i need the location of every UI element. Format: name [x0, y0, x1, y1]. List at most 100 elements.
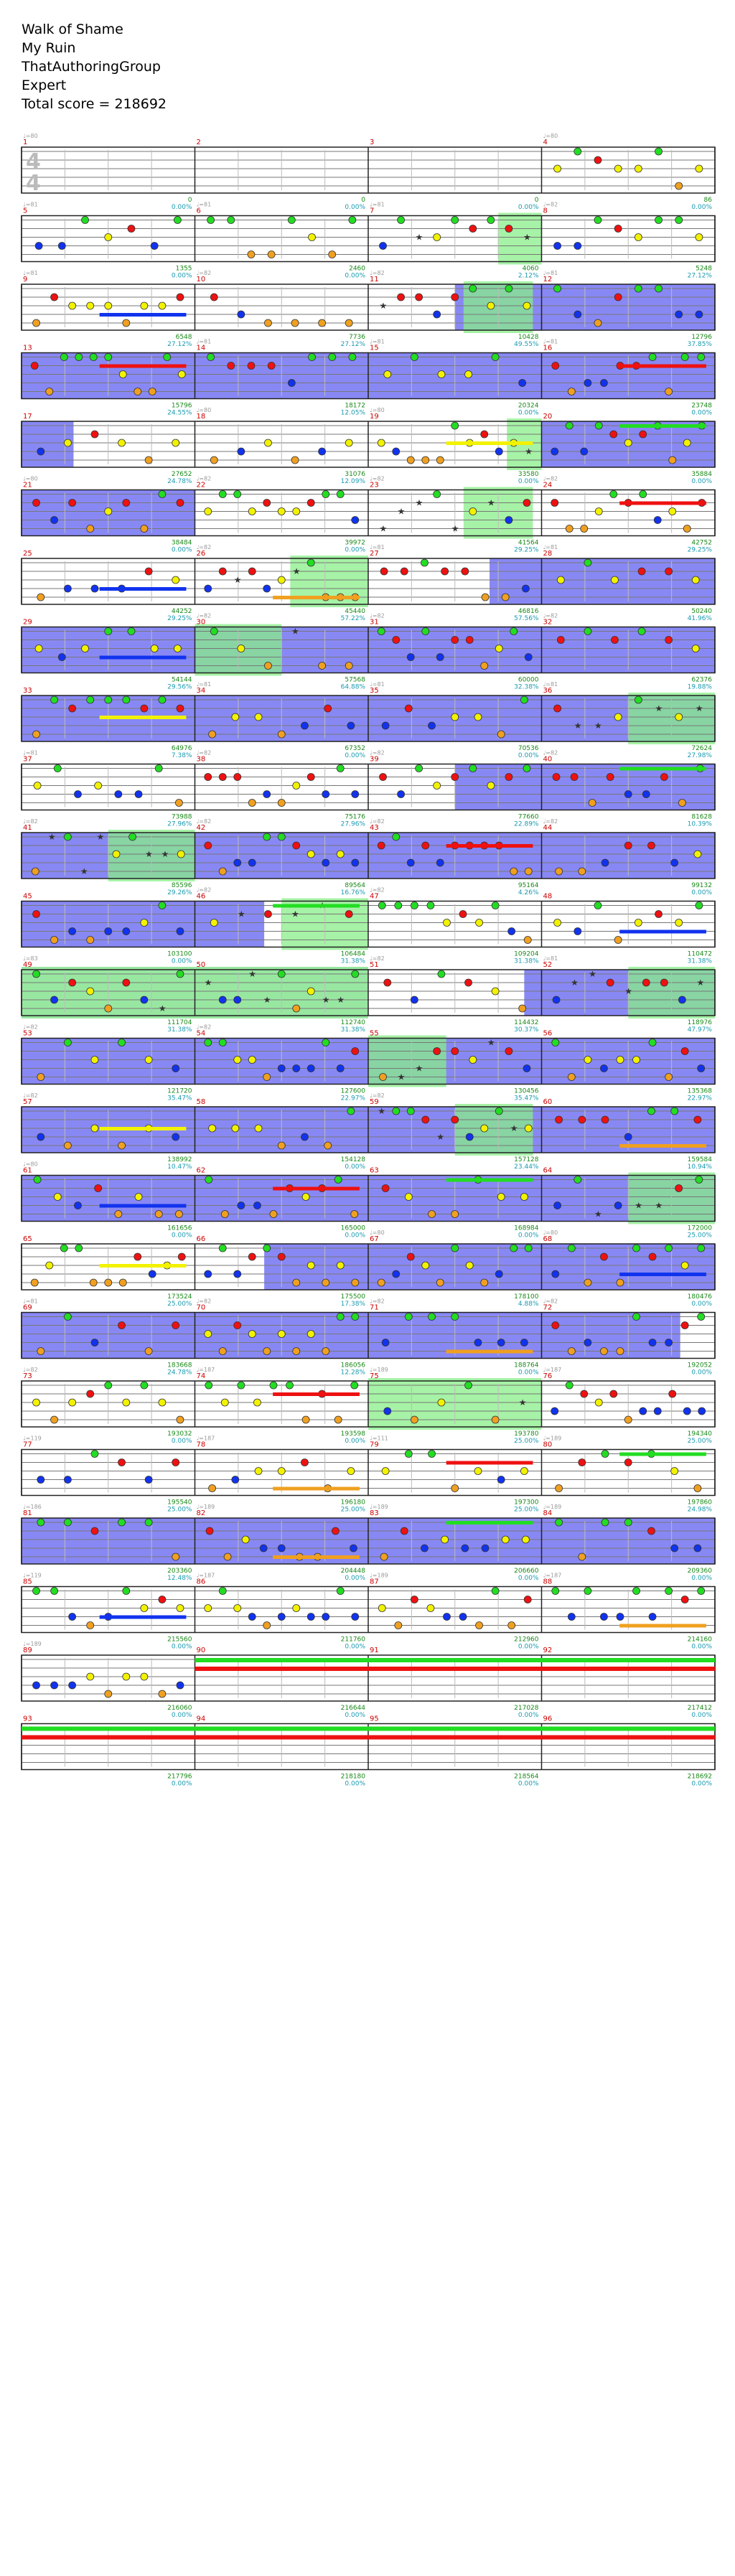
note-yellow	[241, 1535, 250, 1544]
note-orange	[63, 1141, 72, 1150]
note-yellow	[383, 370, 392, 378]
note-orange	[210, 456, 218, 464]
note-blue	[648, 1339, 657, 1346]
measure-score: 175500	[341, 1293, 366, 1301]
note-blue	[614, 1202, 622, 1209]
note-red	[122, 499, 131, 507]
note-green	[263, 1244, 271, 1252]
note-red	[680, 1047, 689, 1055]
note-blue	[624, 1133, 632, 1141]
measure-percent: 0.00%	[345, 1438, 365, 1445]
measure-score: 15796	[172, 403, 192, 410]
staff-row: 295414429.56%30♩=825756864.88%★31♩=82600…	[21, 613, 716, 691]
note-orange	[584, 1278, 592, 1287]
note-red	[660, 978, 668, 987]
note-green	[491, 901, 500, 909]
note-green	[697, 1244, 706, 1252]
note-blue	[551, 447, 559, 456]
measure-percent: 0.00%	[518, 1575, 539, 1582]
note-blue	[383, 1407, 392, 1415]
measure-percent: 7.38%	[172, 752, 192, 759]
measure-score: 23748	[691, 403, 712, 410]
note-blue	[237, 447, 245, 456]
note-red	[218, 773, 227, 781]
measure-number: 44	[543, 824, 553, 832]
note-yellow	[204, 507, 212, 515]
note-orange	[144, 1347, 153, 1355]
note-orange	[451, 1484, 459, 1492]
note-yellow	[122, 1398, 131, 1407]
measure-percent: 41.96%	[688, 615, 713, 622]
note-red	[665, 567, 673, 576]
star-note: ★	[322, 995, 330, 1005]
note-orange	[263, 1347, 271, 1355]
measure-number: 14	[197, 345, 206, 352]
measure-number: 10	[197, 276, 206, 284]
measure-score: 1355	[176, 266, 192, 273]
tempo-marker: ♩=119	[23, 1573, 42, 1579]
note-blue	[237, 1202, 245, 1209]
note-blue	[263, 790, 271, 798]
note-green	[392, 833, 401, 841]
measure-number: 24	[543, 482, 553, 490]
measure-score: 127600	[341, 1088, 366, 1095]
star-note: ★	[574, 721, 582, 731]
measure-score: 180476	[688, 1293, 713, 1301]
note-green	[624, 1518, 632, 1527]
note-blue	[50, 516, 58, 524]
measure-percent: 10.94%	[688, 1163, 713, 1171]
note-yellow	[378, 1604, 386, 1612]
measure-percent: 27.96%	[341, 821, 366, 828]
note-orange	[291, 456, 299, 464]
note-yellow	[122, 1672, 131, 1681]
note-green	[637, 627, 646, 635]
star-note: ★	[655, 1201, 663, 1211]
note-orange	[322, 1347, 330, 1355]
note-red	[555, 1115, 563, 1124]
note-orange	[345, 319, 353, 327]
note-green	[491, 353, 500, 361]
measure-score: 216060	[167, 1705, 192, 1712]
note-blue	[57, 653, 66, 661]
note-red	[523, 1596, 532, 1603]
measure-score: 44252	[172, 608, 192, 615]
measure-number: 86	[197, 1578, 206, 1586]
sustain-green	[446, 1521, 533, 1524]
note-red	[90, 430, 99, 439]
note-green	[392, 1107, 401, 1115]
note-yellow	[691, 645, 700, 652]
measure-score: 204448	[341, 1568, 366, 1575]
note-green	[140, 1381, 149, 1390]
measure-percent: 47.97%	[688, 1026, 713, 1034]
note-orange	[380, 1552, 388, 1561]
measure-score: 114432	[514, 1019, 538, 1026]
note-blue	[287, 379, 296, 387]
measure-score: 206660	[514, 1568, 539, 1575]
note-red	[158, 1596, 167, 1603]
note-orange	[318, 319, 327, 327]
measure-score: 42752	[691, 540, 712, 547]
note-green	[63, 1313, 72, 1321]
note-blue	[421, 1544, 429, 1552]
measure-percent: 0.00%	[518, 478, 539, 485]
note-blue	[231, 1476, 240, 1484]
note-orange	[588, 799, 596, 807]
note-red	[400, 1527, 408, 1535]
note-yellow	[204, 1330, 212, 1338]
tempo-marker: ♩=80	[370, 1230, 385, 1236]
measure-score: 211760	[341, 1636, 366, 1644]
measure-score: 217028	[514, 1705, 539, 1712]
measure-percent: 0.00%	[172, 273, 192, 280]
note-green	[695, 1176, 703, 1184]
sustain-red	[446, 1461, 533, 1465]
measure-percent: 25.00%	[167, 1507, 192, 1514]
note-red	[611, 636, 619, 644]
note-orange	[176, 1415, 184, 1424]
note-green	[207, 353, 215, 361]
note-blue	[520, 1339, 528, 1346]
note-red	[90, 1527, 99, 1535]
note-red	[647, 1527, 655, 1535]
note-green	[86, 695, 95, 704]
note-yellow	[177, 370, 186, 378]
tempo-marker: ♩=82	[197, 476, 212, 482]
